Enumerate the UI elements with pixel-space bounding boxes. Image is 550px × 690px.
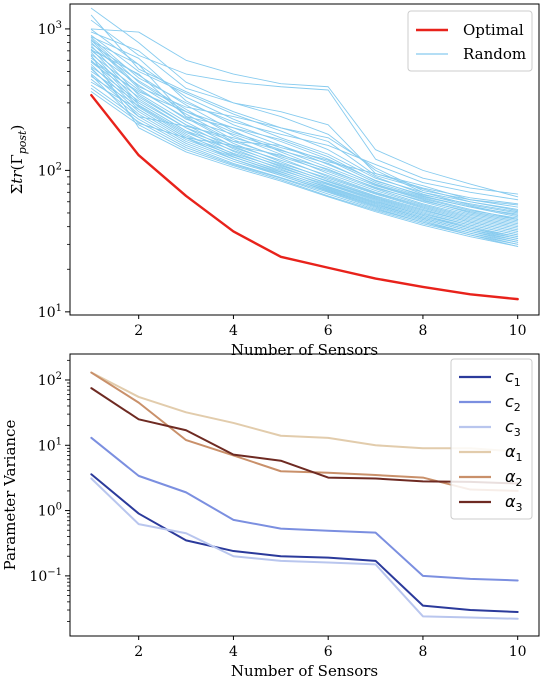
- random-series-line: [90, 87, 519, 245]
- legend-label-c3: c3: [505, 417, 521, 439]
- legend-label-alpha2: α2: [505, 467, 523, 489]
- x-tick-label: 4: [229, 323, 238, 339]
- y-tick-label: 101: [38, 303, 62, 321]
- random-series-line: [90, 39, 519, 206]
- series-lines: [90, 371, 519, 620]
- series-line-c1: [90, 473, 519, 613]
- legend-box: [450, 358, 533, 520]
- y-tick-label: 102: [38, 161, 62, 179]
- random-series-line: [90, 74, 519, 220]
- random-series-line: [90, 84, 519, 245]
- random-series-line: [90, 19, 519, 195]
- series-lines: [90, 7, 519, 301]
- x-tick-label: 6: [324, 323, 333, 339]
- legend-label-optimal: Optimal: [463, 21, 524, 39]
- random-series-line: [90, 36, 519, 218]
- y-axis-ticks: 101 102 103: [38, 20, 70, 321]
- random-series-line: [90, 57, 519, 234]
- legend-box: [407, 10, 533, 72]
- x-tick-label: 8: [418, 644, 427, 660]
- top-panel: 2 4 6 8 10 101 102 103 Number of Sensors Σtr(Γpos…: [8, 3, 540, 359]
- x-tick-label: 2: [134, 323, 143, 339]
- random-series-line: [90, 49, 519, 213]
- y-tick-label: 102: [38, 371, 62, 389]
- y-tick-label: 103: [38, 20, 62, 38]
- random-series-line: [90, 53, 519, 232]
- legend-label-alpha1: α1: [505, 442, 523, 464]
- random-series-line: [90, 28, 519, 198]
- bottom-panel: 2 4 6 8 10 10−1 100 101 102 Number of Sensors Para…: [1, 353, 540, 680]
- legend-label-c2: c2: [505, 392, 521, 414]
- x-tick-label: 10: [509, 644, 527, 660]
- series-line-alpha2: [90, 371, 519, 492]
- series-line-alpha1: [90, 371, 519, 453]
- legend-label-random: Random: [463, 45, 526, 63]
- optimal-series-line: [90, 93, 519, 301]
- legend-label-c1: c1: [505, 367, 521, 389]
- legend: Optimal Random: [407, 10, 533, 72]
- series-line-c3: [90, 477, 519, 620]
- random-series-line: [90, 91, 519, 247]
- x-tick-label: 6: [324, 644, 333, 660]
- series-line-c2: [90, 436, 519, 582]
- x-axis-label: Number of Sensors: [231, 341, 378, 359]
- random-series-line: [90, 54, 519, 247]
- random-series-line: [90, 37, 519, 201]
- x-tick-label: 2: [134, 644, 143, 660]
- legend-label-alpha3: α3: [505, 492, 523, 514]
- series-line-alpha3: [90, 387, 519, 485]
- random-series-line: [90, 31, 519, 212]
- x-tick-label: 4: [229, 644, 238, 660]
- y-tick-label: 10−1: [29, 567, 62, 585]
- x-axis-ticks: 2 4 6 8 10: [134, 636, 527, 660]
- legend: c1 c2 c3 α1 α2 α3: [450, 358, 533, 520]
- x-axis-label: Number of Sensors: [231, 662, 378, 680]
- plot-frame: [69, 3, 540, 316]
- y-tick-label: 101: [38, 436, 62, 454]
- y-axis-label: Σtr(Γpost): [8, 125, 29, 195]
- x-tick-label: 8: [418, 323, 427, 339]
- y-axis-ticks: 10−1 100 101 102: [29, 371, 70, 585]
- random-series-line: [90, 67, 519, 219]
- x-axis-ticks: 2 4 6 8 10: [134, 315, 527, 339]
- random-series-line: [90, 66, 519, 238]
- random-series-line: [90, 60, 519, 215]
- y-axis-label: Parameter Variance: [1, 420, 19, 571]
- random-series-line: [90, 50, 519, 229]
- random-series-line: [90, 61, 519, 236]
- plot-frame: [69, 353, 540, 637]
- random-series-line: [90, 81, 519, 243]
- x-tick-label: 10: [509, 323, 527, 339]
- y-tick-label: 100: [38, 502, 62, 520]
